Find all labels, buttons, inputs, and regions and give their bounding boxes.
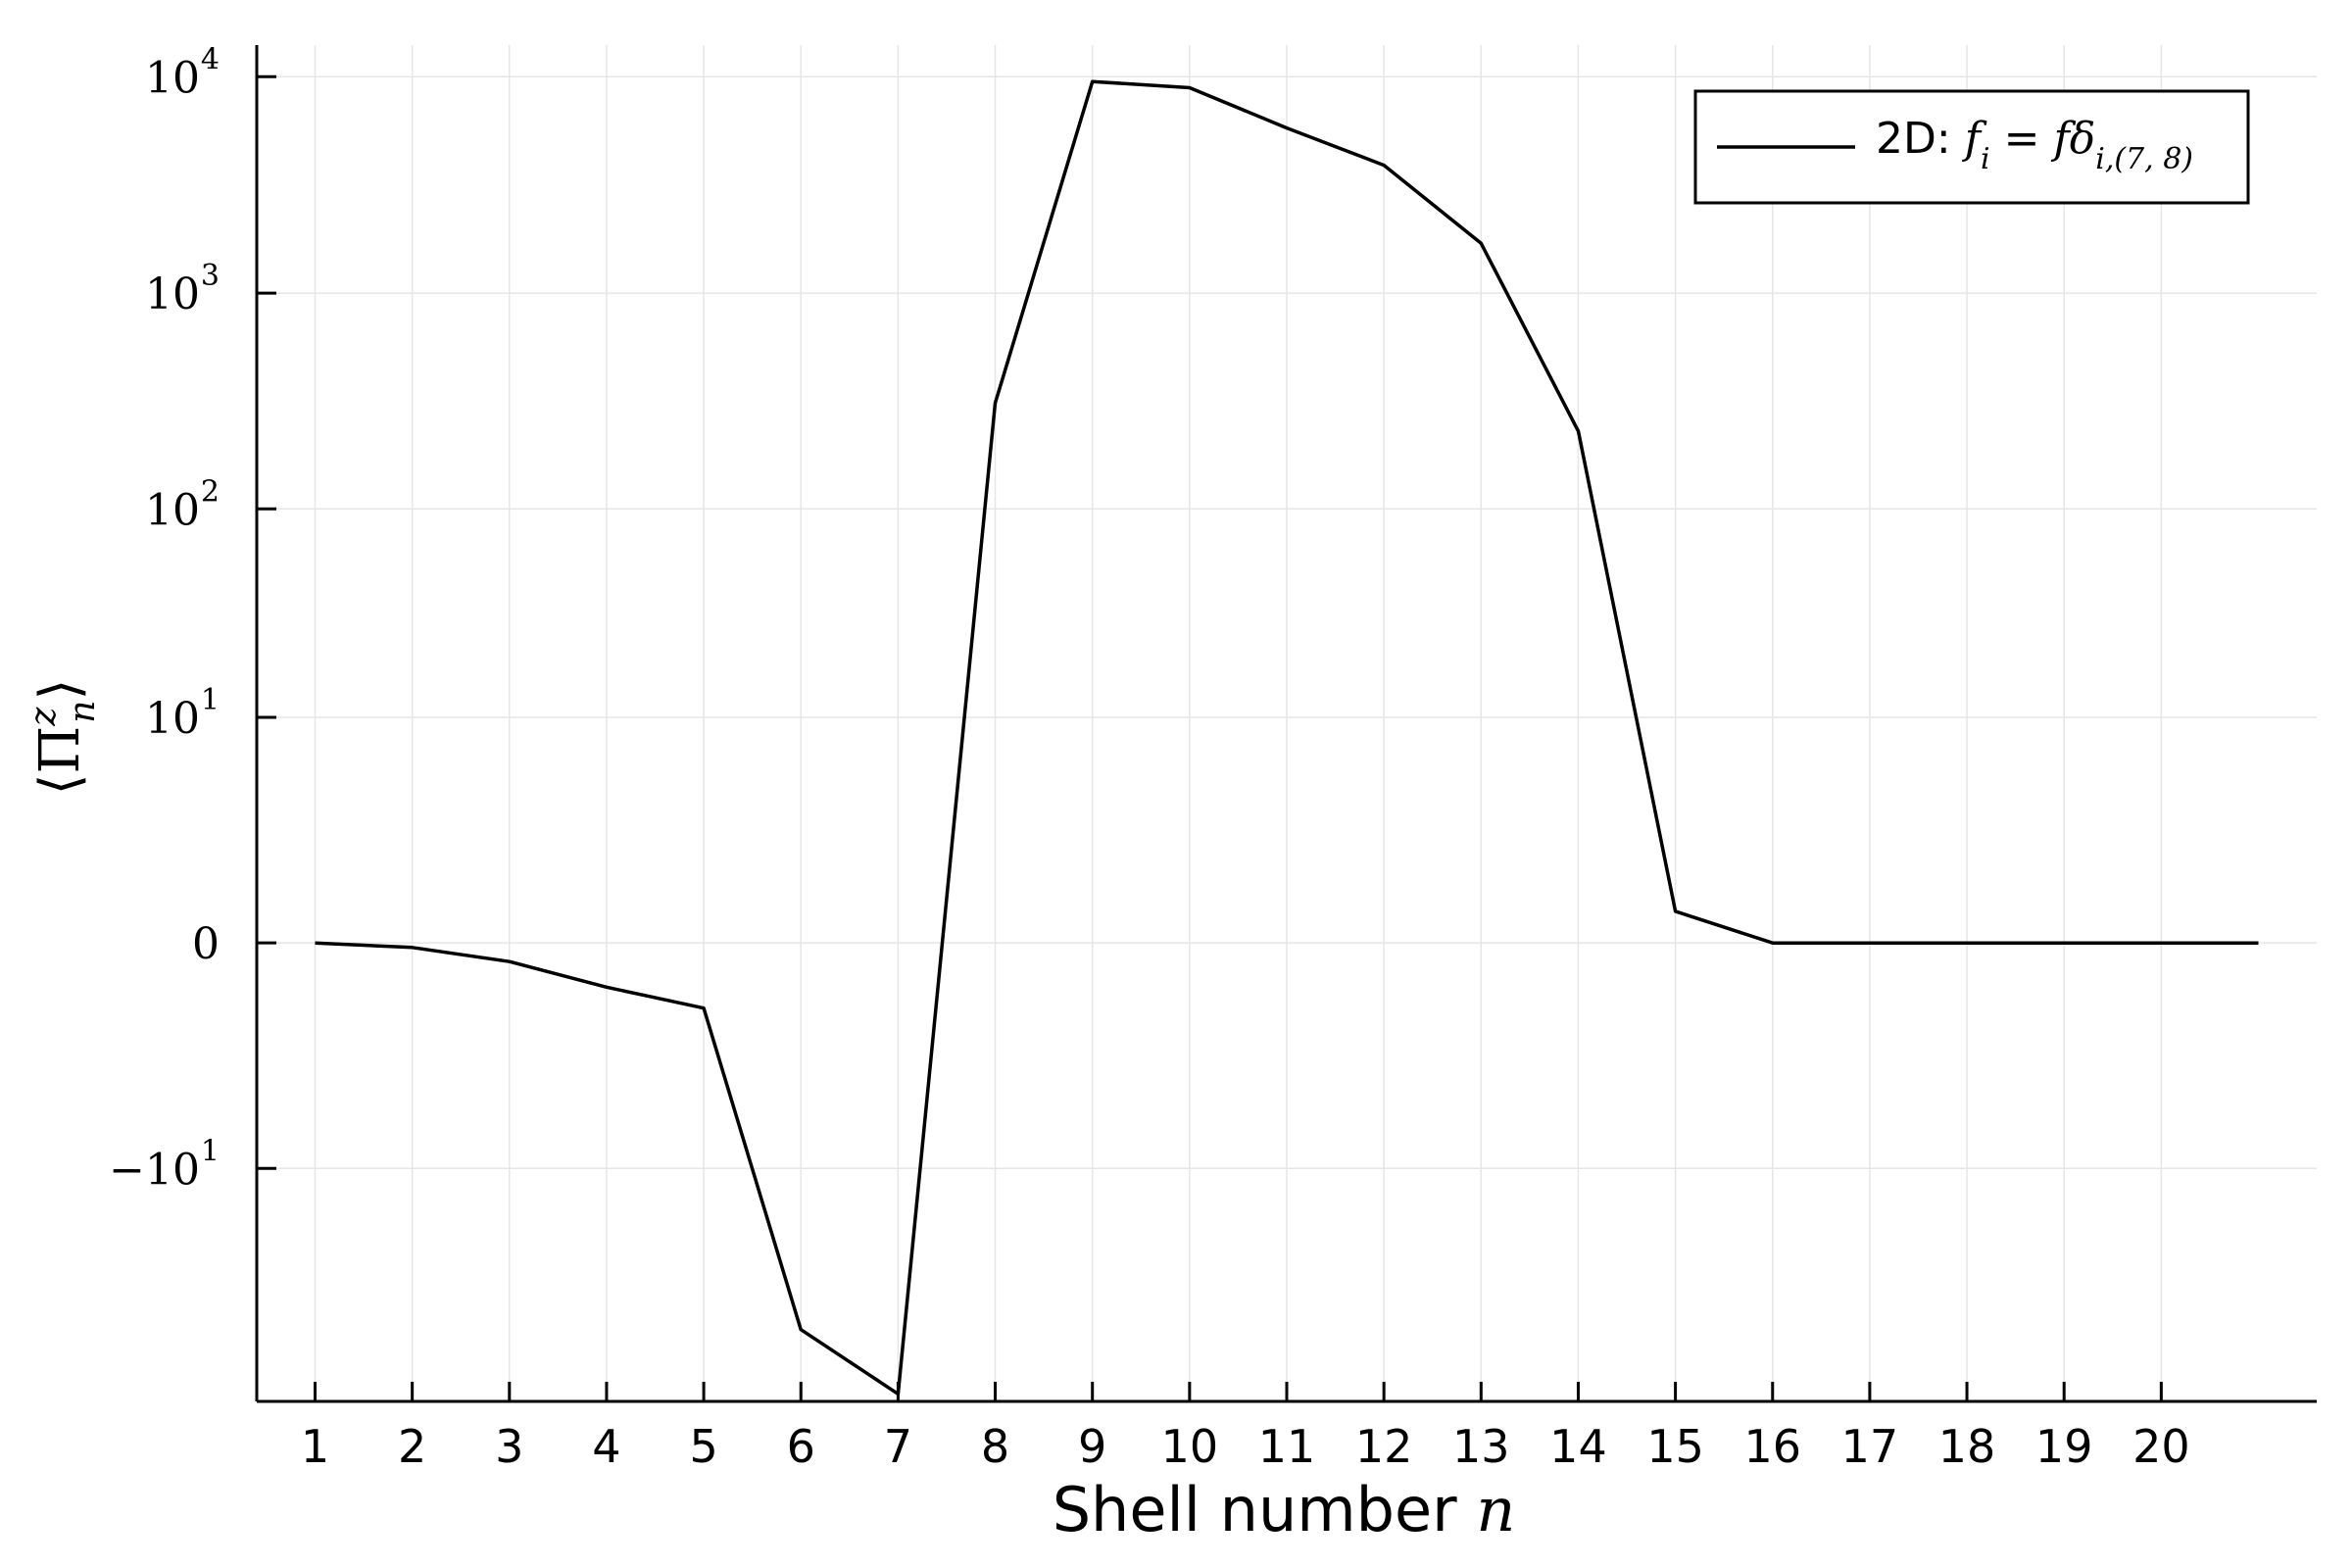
x-tick-label: 5 <box>689 1420 717 1473</box>
x-axis-ticks: 1 2 3 4 5 6 7 8 9 10 11 12 13 14 15 16 17 18 19 20 <box>301 1382 2190 1473</box>
x-tick-label: 1 <box>301 1420 329 1473</box>
x-tick-label: 8 <box>981 1420 1009 1473</box>
y-tick-label: 0 <box>192 919 220 969</box>
y-tick-exponent: 4 <box>201 42 220 76</box>
x-tick-label: 7 <box>884 1420 912 1473</box>
x-tick-label: 13 <box>1452 1420 1510 1473</box>
series-group <box>315 79 2259 1396</box>
x-tick-label: 3 <box>495 1420 523 1473</box>
y-tick-label: 10 <box>145 694 200 744</box>
x-axis-title: Shell number n <box>1053 1474 1516 1545</box>
y-tick-exponent: 1 <box>201 683 220 717</box>
x-tick-label: 12 <box>1355 1420 1413 1473</box>
x-tick-label: 4 <box>592 1420 620 1473</box>
y-tick-label: −10 <box>109 1145 200 1195</box>
grid <box>257 45 2317 1401</box>
y-tick-label: 10 <box>145 270 200 319</box>
x-tick-label: 17 <box>1841 1420 1899 1473</box>
y-tick-exponent: 1 <box>201 1134 220 1168</box>
x-tick-label: 16 <box>1743 1420 1801 1473</box>
y-tick-label: 10 <box>145 53 200 103</box>
series-line <box>315 79 2259 1396</box>
x-tick-label: 10 <box>1161 1420 1219 1473</box>
x-tick-label: 14 <box>1549 1420 1607 1473</box>
x-tick-label: 18 <box>1938 1420 1996 1473</box>
legend: 2D: fi = fδi,(7, 8) <box>1693 89 2250 205</box>
x-tick-label: 11 <box>1258 1420 1316 1473</box>
x-tick-label: 9 <box>1078 1420 1106 1473</box>
y-tick-exponent: 3 <box>201 259 220 293</box>
x-tick-label: 20 <box>2132 1420 2190 1473</box>
x-tick-label: 6 <box>787 1420 815 1473</box>
x-tick-label: 2 <box>398 1420 426 1473</box>
x-tick-label: 19 <box>2035 1420 2093 1473</box>
legend-label: 2D: fi = fδi,(7, 8) <box>1876 114 2193 176</box>
y-tick-label: 10 <box>145 485 200 535</box>
y-tick-exponent: 2 <box>201 474 220 509</box>
y-axis-title: ⟨Πzn⟩ <box>24 679 103 796</box>
x-tick-label: 15 <box>1646 1420 1704 1473</box>
